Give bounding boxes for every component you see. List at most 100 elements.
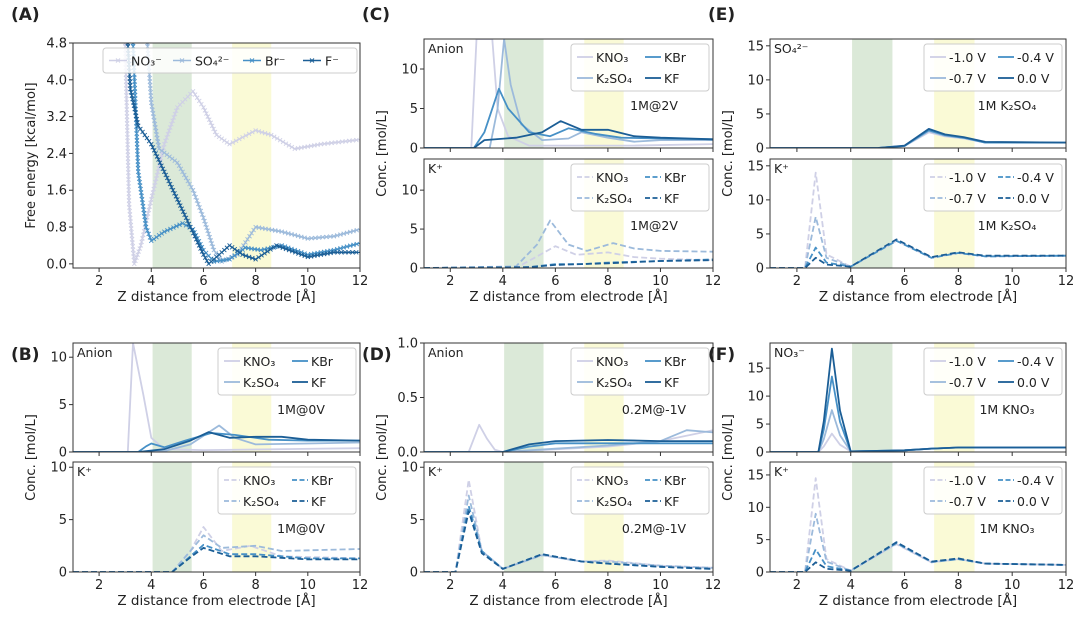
series-marker [152,121,158,127]
series-marker [130,43,136,46]
series-marker [232,246,238,252]
series-marker [125,156,131,161]
series-marker [285,231,291,236]
series-marker [235,248,240,254]
axes-frame [423,38,714,149]
x-tick-label: 6 [900,274,908,289]
series-marker [194,95,200,101]
shaded-region [852,159,893,268]
panel-label: (C) [362,5,390,25]
y-axis-label: Conc. [mol/L] [375,414,390,501]
legend-label: KF [664,375,679,390]
series-marker [327,234,333,239]
series-marker [277,244,282,249]
y-tick-label: 0 [59,566,67,581]
series-marker [189,227,195,233]
legend-label: -0.4 V [1017,50,1054,65]
x-tick-label: 4 [499,578,507,593]
legend-label: KF [311,375,326,390]
series-marker [208,238,214,243]
subplot: 0 5 10 Anion KNO₃ K₂SO₄ KBr KF 1M@0V [50,342,361,461]
subplot: 0 5 10 15 SO₄²⁻ -1.0 V -0.7 V -0.4 V 0.0 V 1M K₂S… [747,38,1067,157]
series-marker [202,218,207,224]
panel-f: (F) Conc. [mol/L] Z distance from electrod… [708,342,1074,609]
y-tick-label: 4.8 [46,37,67,52]
series-marker [302,235,307,241]
series-marker [186,221,192,227]
series-marker [147,235,153,240]
series-marker [150,144,156,150]
series-marker [331,250,337,255]
subplot-corner-label: K⁺ [774,161,789,176]
series-marker [126,194,132,200]
series-marker [202,108,208,113]
series-marker [163,138,168,144]
series-marker [125,142,130,147]
legend-label: KF [664,191,679,206]
y-tick-label: 1.6 [46,184,67,199]
series-line [424,442,713,452]
series-marker [172,158,178,163]
y-tick-label: 5 [410,102,418,117]
series-marker [135,166,141,171]
y-tick-label: 0 [756,446,764,461]
series-marker [274,243,279,248]
series-line [770,128,1066,148]
subplot: 0 5 10 15 NO₃⁻ -1.0 V -0.7 V -0.4 V 0.0 V 1M KNO₃ [747,342,1067,461]
series-marker [351,228,356,234]
series-marker [126,180,131,186]
series-group [770,477,1066,572]
series-marker [353,250,359,255]
series-marker [143,224,149,230]
x-tick-label: 8 [954,578,962,593]
series-marker [196,243,202,248]
legend-label: KNO₃ [596,473,628,488]
series-marker [150,190,156,195]
series-marker [145,228,150,233]
legend-label: 0.0 V [1017,494,1050,509]
series-marker [341,231,347,236]
x-tick-label: 12 [705,578,722,593]
series-marker [338,246,343,251]
series-marker [262,251,267,256]
y-tick-label: 10 [747,390,764,405]
legend-marker [249,58,255,63]
series-line [424,439,713,452]
condition-label: 1M@0V [277,521,325,536]
series-marker [125,138,130,144]
series-marker [227,141,232,147]
series-marker [206,117,212,123]
series-marker [135,148,140,154]
series-marker [140,129,145,135]
series-marker [174,223,179,229]
series-marker [135,155,140,161]
series-line [73,543,360,572]
series-marker [141,228,147,234]
series-line [770,347,1066,452]
series-marker [153,151,158,156]
x-tick-label: 8 [251,274,259,289]
series-marker [171,225,176,230]
series-marker [123,75,129,81]
series-marker [161,141,167,147]
series-marker [305,236,311,241]
y-tick-label: 0.8 [46,221,67,236]
condition-label: 1M KNO₃ [979,521,1034,536]
series-marker [192,92,198,97]
series-line [770,239,1066,268]
series-marker [198,208,204,214]
y-tick-label: 0 [59,446,67,461]
subplot-corner-label: NO₃⁻ [774,345,805,360]
series-marker [132,75,137,81]
series-marker [144,135,150,141]
series-marker [277,137,283,143]
series-marker [167,154,172,160]
series-marker [280,245,286,251]
y-axis-label: Conc. [mol/L] [375,110,390,197]
series-marker [246,254,252,260]
series-marker [286,143,292,148]
legend-box [923,163,1063,212]
series-marker [126,170,131,175]
legend-label: -0.7 V [949,191,986,206]
series-marker [159,148,165,154]
